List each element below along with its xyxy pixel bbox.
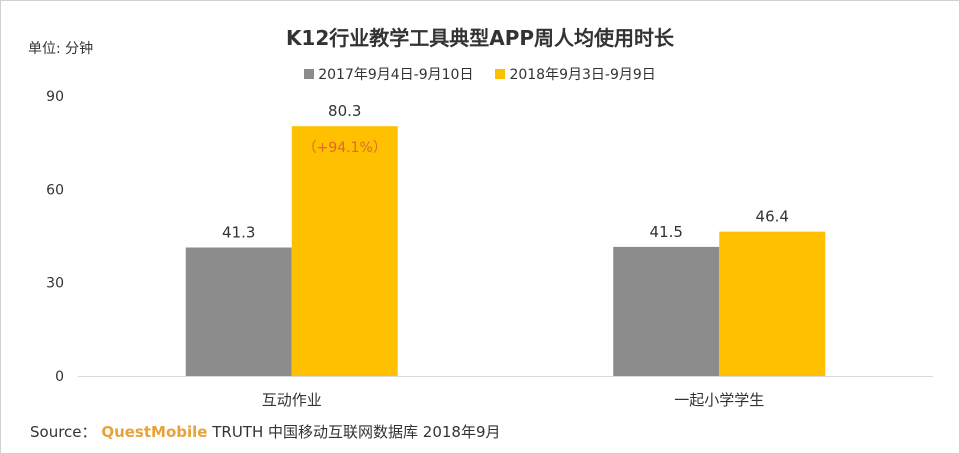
legend-item-2017: 2017年9月4日-9月10日 [304,64,473,84]
growth-annotation: （+94.1%） [303,140,387,156]
chart-title: K12行业教学工具典型APP周人均使用时长 [285,26,675,50]
category-label: 一起小学学生 [674,391,764,409]
bar-2018 [719,231,826,376]
y-tick-label: 0 [55,369,64,385]
y-tick-label: 30 [46,276,64,292]
data-label: 41.3 [222,224,255,242]
y-tick-label: 60 [46,182,64,198]
y-tick-label: 90 [46,89,64,105]
legend-swatch-2017 [304,69,315,79]
legend-item-2018: 2018年9月3日-9月9日 [495,64,656,84]
unit-label: 单位: 分钟 [28,41,94,57]
source-brand: QuestMobile [101,423,208,441]
legend-swatch-2018 [495,69,506,79]
category-label: 互动作业 [262,391,322,409]
bar-2017 [613,246,720,376]
legend: 2017年9月4日-9月10日 2018年9月3日-9月9日 [0,64,960,84]
bar-2018 [291,126,398,376]
legend-label-2018: 2018年9月3日-9月9日 [509,67,656,83]
source-prefix: Source： [30,423,97,441]
data-label: 41.5 [650,223,683,241]
data-label: 80.3 [328,102,361,120]
bar-2017 [185,247,292,376]
data-label: 46.4 [756,208,789,226]
source-note: Source： QuestMobile TRUTH 中国移动互联网数据库 201… [30,421,501,442]
source-rest: TRUTH 中国移动互联网数据库 2018年9月 [212,423,501,441]
legend-label-2017: 2017年9月4日-9月10日 [318,67,474,83]
